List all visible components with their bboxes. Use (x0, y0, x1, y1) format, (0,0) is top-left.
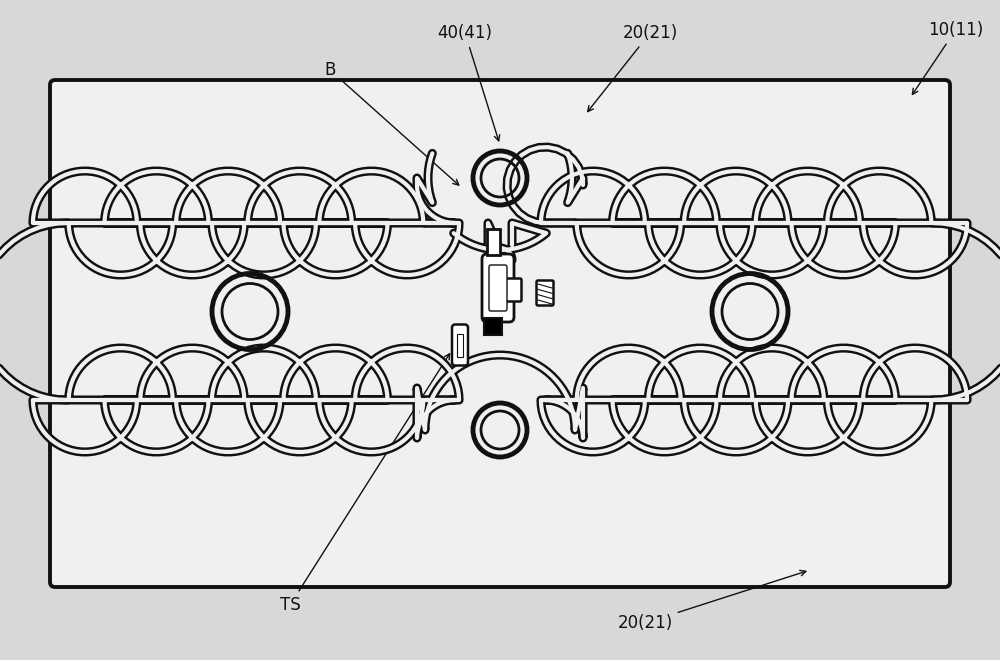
Text: 20(21): 20(21) (617, 570, 806, 632)
Text: 20(21): 20(21) (588, 24, 678, 112)
Text: 40(41): 40(41) (438, 24, 500, 141)
FancyBboxPatch shape (505, 279, 522, 302)
FancyBboxPatch shape (452, 325, 468, 366)
FancyBboxPatch shape (489, 265, 507, 311)
Bar (487, 229, 500, 255)
Text: TS: TS (280, 354, 450, 614)
FancyBboxPatch shape (537, 280, 554, 306)
FancyBboxPatch shape (482, 254, 514, 322)
Bar (484, 318, 502, 335)
Text: 10(11): 10(11) (912, 21, 983, 94)
Bar (457, 333, 463, 356)
Text: B: B (324, 61, 459, 185)
FancyBboxPatch shape (50, 80, 950, 587)
